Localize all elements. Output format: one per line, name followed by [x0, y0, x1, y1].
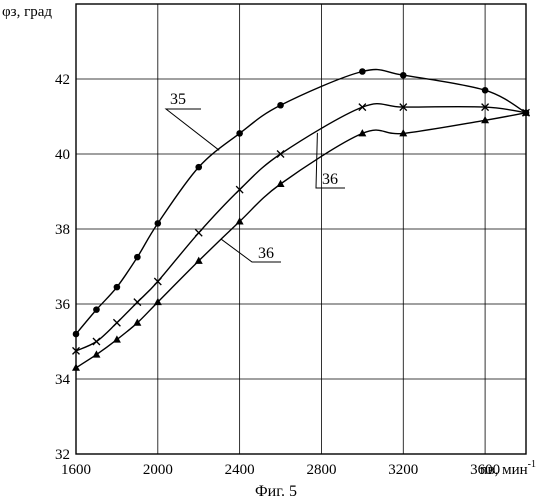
- series-callout-3: 36: [221, 239, 281, 262]
- x-axis-label: nв, мин-1: [480, 459, 536, 478]
- data-point-circle: [359, 68, 366, 75]
- data-point-cross: [93, 338, 100, 345]
- series-3: [72, 108, 530, 370]
- series-line: [76, 104, 526, 351]
- data-point-circle: [134, 254, 141, 261]
- data-point-cross: [134, 299, 141, 306]
- series-callout-label: 36: [258, 245, 274, 262]
- series-line: [76, 113, 526, 368]
- data-point-circle: [482, 87, 489, 94]
- y-tick-label: 38: [55, 222, 70, 238]
- series-callout-1: 35: [166, 91, 219, 150]
- data-point-circle: [277, 102, 284, 109]
- data-point-cross: [359, 104, 366, 111]
- data-point-triangle: [72, 363, 80, 370]
- y-tick-label: 36: [55, 297, 71, 313]
- data-point-circle: [93, 306, 100, 313]
- data-point-cross: [113, 319, 120, 326]
- series-callouts: 35 36 36: [166, 91, 345, 262]
- x-tick-labels: 160020002400280032003600: [61, 462, 500, 478]
- series: [72, 68, 530, 371]
- y-tick-label: 32: [55, 447, 70, 463]
- y-axis-label: φз, град: [2, 4, 52, 20]
- data-point-triangle: [277, 180, 285, 187]
- x-tick-label: 3200: [388, 462, 418, 478]
- callout-leader-line: [166, 109, 219, 150]
- x-tick-label: 1600: [61, 462, 91, 478]
- data-point-triangle: [92, 350, 100, 357]
- series-callout-2: 36: [316, 133, 345, 188]
- series-1: [73, 68, 530, 337]
- data-point-triangle: [113, 335, 121, 342]
- data-point-circle: [195, 164, 202, 171]
- x-axis-label-main: nв, мин: [480, 462, 528, 478]
- x-axis-label-exponent: -1: [528, 459, 536, 470]
- data-point-circle: [236, 130, 243, 137]
- grid: [76, 4, 526, 454]
- data-point-circle: [114, 284, 121, 291]
- data-point-circle: [400, 72, 407, 79]
- series-callout-label: 35: [170, 91, 186, 108]
- series-line: [76, 70, 526, 334]
- data-point-circle: [155, 220, 162, 227]
- y-tick-label: 34: [55, 372, 71, 388]
- series-callout-label: 36: [322, 171, 338, 188]
- y-tick-label: 42: [55, 72, 70, 88]
- x-tick-label: 2800: [306, 462, 336, 478]
- y-tick-label: 40: [55, 147, 70, 163]
- data-point-circle: [73, 331, 80, 338]
- y-tick-labels: 32 34 36 38 40 42: [55, 72, 71, 463]
- data-point-cross: [195, 229, 202, 236]
- figure-caption: Фиг. 5: [255, 483, 297, 500]
- x-tick-label: 2400: [225, 462, 255, 478]
- x-tick-label: 2000: [143, 462, 173, 478]
